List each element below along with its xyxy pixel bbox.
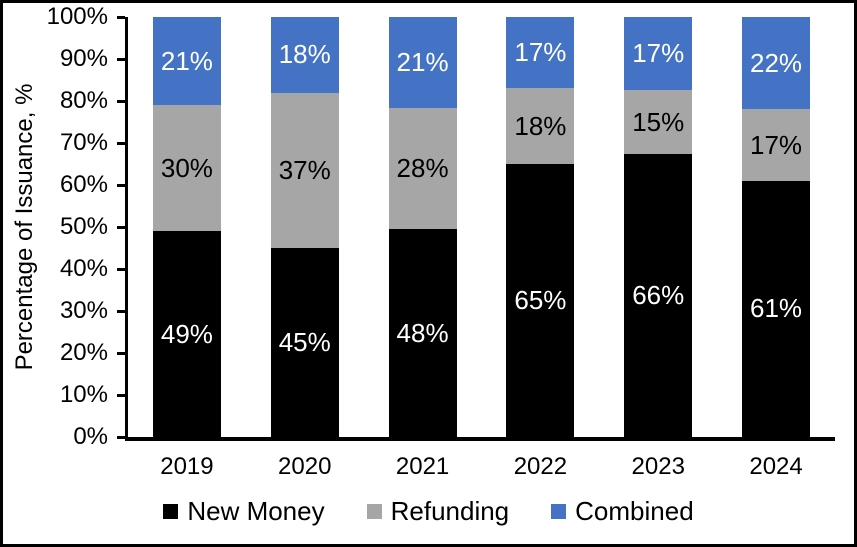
segment-refunding: 30% xyxy=(152,105,221,232)
x-tick-label: 2021 xyxy=(395,453,450,480)
data-label: 65% xyxy=(514,285,567,315)
x-tick-label: 2023 xyxy=(631,453,685,480)
data-label: 21% xyxy=(160,45,213,76)
x-tick-label: 2019 xyxy=(160,453,214,480)
segment-refunding: 15% xyxy=(624,89,693,155)
bars: 49% 30% 21% 45% 37% 18% 48% 28% 21% 65% 18% 17% 66% 1… xyxy=(128,17,835,437)
segment-refunding: 28% xyxy=(388,107,457,230)
y-tick-mark xyxy=(117,435,125,439)
data-label: 48% xyxy=(396,317,449,348)
y-tick-label: 20% xyxy=(59,339,108,366)
y-tick-label: 10% xyxy=(59,381,108,408)
data-label: 49% xyxy=(160,318,213,349)
y-tick-mark xyxy=(117,393,125,397)
y-tick-mark xyxy=(117,15,125,19)
legend-label: Combined xyxy=(575,496,694,526)
data-label: 37% xyxy=(278,154,331,185)
segment-new-money: 66% xyxy=(624,154,693,437)
y-tick-mark xyxy=(117,141,125,145)
y-tick-label: 40% xyxy=(59,255,108,282)
bar-slot: 66% 15% 17% xyxy=(599,17,717,437)
bar-2023: 66% 15% 17% xyxy=(624,17,693,437)
legend: New Money Refunding Combined xyxy=(3,496,854,526)
segment-new-money: 48% xyxy=(388,229,457,437)
y-tick-mark xyxy=(117,309,125,313)
data-label: 21% xyxy=(396,46,449,77)
y-tick-mark xyxy=(117,267,125,271)
bar-2021: 48% 28% 21% xyxy=(388,17,457,437)
data-label: 30% xyxy=(160,152,213,183)
bar-2024: 61% 17% 22% xyxy=(742,17,811,437)
bar-slot: 61% 17% 22% xyxy=(717,17,835,437)
data-label: 66% xyxy=(632,280,685,311)
x-tick-label: 2022 xyxy=(513,453,568,480)
y-tick-mark xyxy=(117,351,125,355)
legend-label: Refunding xyxy=(390,496,510,526)
segment-refunding: 37% xyxy=(270,92,339,248)
x-axis-labels: 2019 2020 2021 2022 2023 2024 xyxy=(128,452,835,482)
segment-refunding: 17% xyxy=(742,109,811,181)
bar-2020: 45% 37% 18% xyxy=(270,17,339,437)
y-tick-label: 60% xyxy=(59,171,108,198)
bar-slot: 49% 30% 21% xyxy=(128,17,246,437)
segment-refunding: 18% xyxy=(506,88,575,164)
bar-slot: 48% 28% 21% xyxy=(364,17,482,437)
data-label: 15% xyxy=(632,106,685,137)
bar-2019: 49% 30% 21% xyxy=(152,17,221,437)
bar-slot: 45% 37% 18% xyxy=(246,17,364,437)
data-label: 18% xyxy=(514,110,567,141)
legend-swatch-combined xyxy=(551,503,567,519)
bar-slot: 65% 18% 17% xyxy=(481,17,599,437)
y-tick-mark xyxy=(117,99,125,103)
segment-new-money: 45% xyxy=(270,248,339,437)
x-tick-label: 2020 xyxy=(278,453,332,480)
y-tick-mark xyxy=(117,57,125,61)
y-tick-label: 0% xyxy=(73,423,108,450)
x-tick-label: 2024 xyxy=(749,453,803,480)
data-label: 45% xyxy=(278,327,331,357)
y-tick-label: 50% xyxy=(59,213,108,240)
plot-area: 49% 30% 21% 45% 37% 18% 48% 28% 21% 65% 18% 17% 66% 1… xyxy=(117,15,835,441)
data-label: 18% xyxy=(278,39,331,70)
legend-item-combined: Combined xyxy=(551,496,694,526)
segment-combined: 21% xyxy=(388,17,457,108)
y-tick-label: 70% xyxy=(59,129,108,156)
legend-item-refunding: Refunding xyxy=(366,496,510,526)
y-tick-label: 100% xyxy=(46,3,108,30)
data-label: 28% xyxy=(396,153,449,184)
y-tick-label: 80% xyxy=(59,87,108,114)
legend-label: New Money xyxy=(187,496,325,526)
legend-item-new-money: New Money xyxy=(163,496,325,526)
data-label: 17% xyxy=(750,129,803,160)
y-tick-mark xyxy=(117,183,125,187)
segment-combined: 17% xyxy=(624,17,693,90)
data-label: 22% xyxy=(750,47,803,78)
segment-combined: 18% xyxy=(270,17,339,93)
bar-2022: 65% 18% 17% xyxy=(506,17,575,437)
y-tick-label: 90% xyxy=(59,45,108,72)
segment-combined: 21% xyxy=(152,17,221,106)
segment-combined: 22% xyxy=(742,17,811,110)
segment-new-money: 61% xyxy=(742,180,811,437)
legend-swatch-new-money xyxy=(163,503,179,519)
segment-new-money: 65% xyxy=(506,164,575,437)
data-label: 17% xyxy=(632,37,685,68)
data-label: 61% xyxy=(750,293,803,324)
segment-combined: 17% xyxy=(506,17,575,89)
segment-new-money: 49% xyxy=(152,231,221,437)
y-tick-mark xyxy=(117,225,125,229)
y-tick-label: 30% xyxy=(59,297,108,324)
legend-swatch-refunding xyxy=(366,503,382,519)
data-label: 17% xyxy=(514,37,567,68)
